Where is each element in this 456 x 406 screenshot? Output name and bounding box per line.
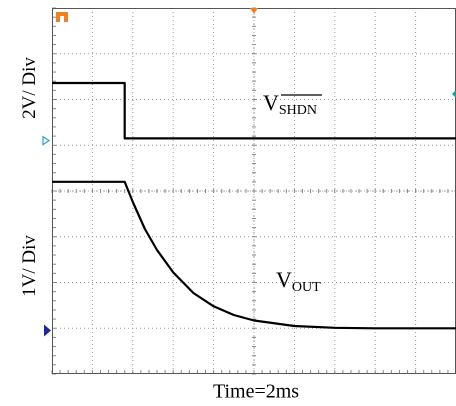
ch1-reference-icon [452, 90, 456, 99]
ch2-offset-icon [44, 324, 51, 337]
trace-label-shdn: VSHDN [263, 90, 317, 118]
trace-label-out: VOUT [276, 267, 321, 295]
y-scale-label-ch1: 2V/ Div [19, 57, 40, 119]
trace-out [52, 180, 456, 330]
ch1-offset-icon [42, 135, 51, 146]
trace-shdn [52, 81, 456, 140]
trigger-position-icon [250, 8, 258, 14]
traces [52, 81, 456, 330]
channel-markers [42, 8, 456, 337]
trace-labels: VSHDN VOUT [263, 90, 322, 295]
x-axis-label: Time=2ms [212, 380, 300, 403]
trigger-level-icon [56, 12, 68, 22]
y-scale-label-ch2: 1V/ Div [19, 235, 40, 297]
